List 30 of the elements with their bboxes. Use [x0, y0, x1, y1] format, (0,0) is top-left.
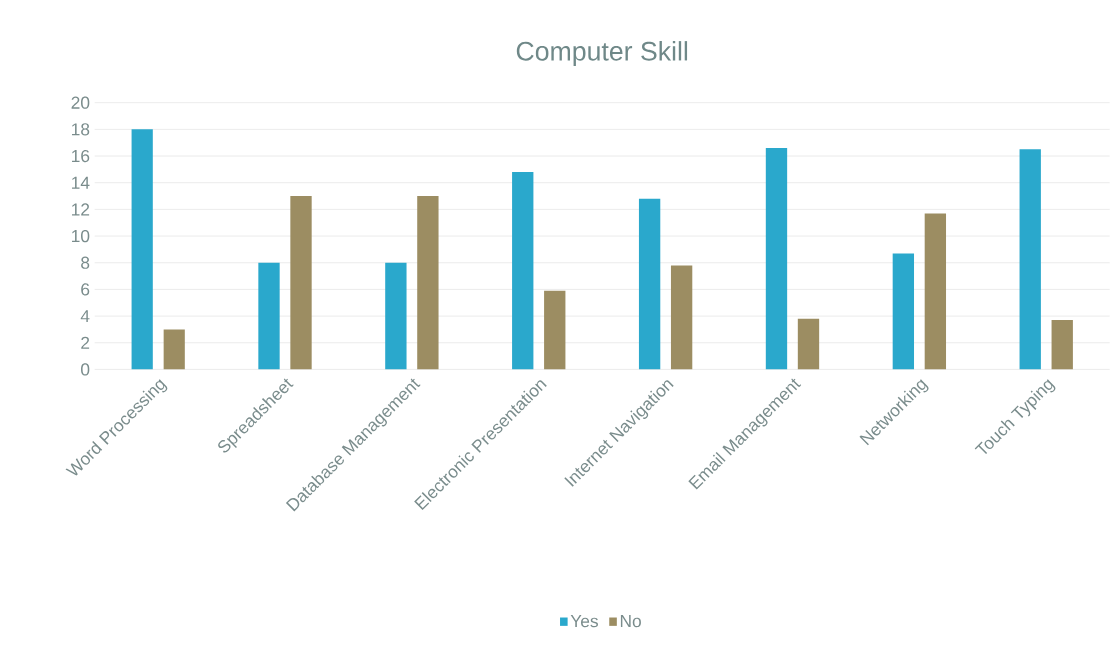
y-tick-label: 2 [81, 336, 90, 349]
bar [258, 262, 280, 370]
bar [290, 196, 312, 370]
y-tick-label: 14 [72, 176, 90, 189]
y-tick-label: 20 [71, 96, 90, 109]
bar [638, 198, 661, 370]
y-tick-label: 16 [72, 149, 90, 163]
bar [1051, 320, 1073, 370]
bar [924, 213, 947, 370]
bar [1019, 149, 1041, 370]
bar [385, 262, 407, 370]
bar [670, 265, 693, 370]
bar [163, 329, 185, 370]
bar [544, 290, 566, 370]
chart-title: Computer Skill [516, 41, 688, 67]
y-tick-label: 6 [81, 283, 90, 296]
bar [892, 253, 915, 370]
bar [131, 129, 153, 370]
y-tick-label: 0 [81, 363, 90, 376]
y-tick-label: 12 [72, 203, 90, 216]
y-tick-label: 18 [72, 123, 90, 136]
y-tick-label: 4 [80, 310, 90, 323]
bar [765, 148, 788, 370]
legend-label: No [620, 615, 641, 628]
bar [417, 196, 439, 370]
y-tick-label: 10 [72, 230, 90, 243]
legend-label: Yes [570, 615, 598, 628]
bar [512, 172, 534, 370]
bar [797, 318, 820, 370]
y-tick-label: 8 [81, 256, 90, 269]
